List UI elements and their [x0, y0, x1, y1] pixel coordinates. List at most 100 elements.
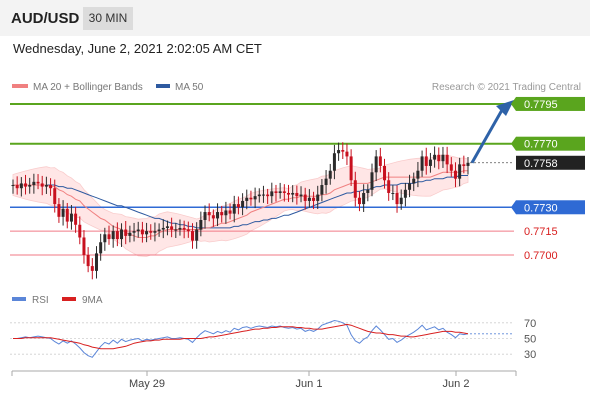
candle-body: [270, 191, 274, 197]
target-arrow: [470, 99, 514, 164]
candle-body: [257, 194, 261, 197]
moving-averages: [13, 170, 468, 238]
candle-body: [182, 227, 186, 230]
candle-body: [15, 185, 19, 189]
candle-body: [107, 234, 111, 240]
candle-body: [161, 227, 165, 230]
candle-body: [299, 194, 303, 197]
ma9-legend-label: 9MA: [82, 295, 103, 306]
candle-body: [391, 192, 395, 194]
candle-body: [366, 189, 370, 193]
candle-body: [241, 200, 245, 208]
level-label-support: 0.7700: [524, 250, 558, 262]
candle-body: [428, 159, 432, 166]
candle-body: [36, 181, 40, 184]
current-price-label: 0.7758: [524, 158, 558, 170]
candle-body: [357, 197, 361, 205]
instrument-title: AUD/USD: [11, 10, 80, 27]
candle-body: [424, 156, 428, 166]
candle-body: [99, 242, 103, 254]
level-tag-pivot: [516, 200, 585, 215]
candle-body: [312, 197, 316, 201]
ma20-legend-label: MA 20 + Bollinger Bands: [33, 82, 143, 93]
candle-body: [199, 220, 203, 230]
candle-body: [115, 231, 119, 240]
candle-body: [441, 154, 445, 162]
candle-body: [170, 226, 174, 230]
candle-body: [320, 185, 324, 195]
candle-body: [28, 185, 32, 187]
candle-body: [128, 232, 132, 236]
candle-body: [120, 229, 124, 240]
timestamp: Wednesday, June 2, 2021 2:02:05 AM CET: [13, 41, 262, 56]
candle-body: [412, 178, 416, 184]
candle-body: [78, 224, 82, 238]
candle-body: [178, 227, 182, 230]
x-axis: May 29 Jun 1 Jun 2: [11, 370, 517, 390]
candle-body: [278, 191, 282, 193]
candle-body: [136, 229, 140, 232]
candle-body: [94, 253, 98, 271]
x-axis-tick-label: Jun 1: [296, 378, 323, 390]
level-label-resistance: 0.7770: [524, 139, 558, 151]
candle-body: [195, 229, 199, 241]
candle-body: [437, 154, 441, 162]
candle-body: [124, 229, 128, 236]
candle-body: [245, 197, 249, 201]
candle-body: [295, 192, 299, 197]
candle-body: [90, 266, 94, 271]
timeframe-badge[interactable]: 30 MIN: [83, 7, 133, 30]
ma50-line: [13, 175, 468, 229]
candle-body: [337, 150, 341, 154]
candle-body: [216, 212, 220, 219]
candle-body: [266, 194, 270, 197]
candle-body: [316, 194, 320, 201]
bollinger-band: [12, 154, 469, 257]
candle-body: [291, 192, 295, 195]
candle-body: [203, 212, 207, 220]
candle-body: [345, 151, 349, 157]
candle-body: [466, 162, 470, 166]
candle-body: [49, 185, 53, 189]
candle-body: [395, 192, 399, 205]
ma50-legend-label: MA 50: [175, 82, 204, 93]
candle-body: [228, 210, 232, 214]
candle-body: [383, 165, 387, 181]
candle-body: [370, 172, 374, 190]
candle-body: [341, 150, 345, 152]
level-tag-resistance: [516, 136, 585, 151]
rsi-panel: 70 50 30: [10, 318, 536, 361]
candle-body: [53, 188, 57, 205]
candle-body: [19, 183, 23, 189]
level-tag-resistance: [516, 96, 585, 111]
candle-body: [207, 212, 211, 216]
rsi-tick-label: 30: [524, 349, 536, 361]
candle-body: [287, 192, 291, 195]
candle-body: [186, 229, 190, 232]
candle-body: [282, 191, 286, 193]
candle-body: [449, 164, 453, 171]
candle-body: [387, 180, 391, 193]
candle-body: [328, 170, 332, 179]
candle-body: [374, 156, 378, 173]
candle-body: [332, 153, 336, 171]
candle-body: [153, 231, 157, 233]
ma9-line: [13, 323, 469, 350]
ma20-legend-swatch: [12, 84, 28, 88]
level-tag-pointer: [511, 136, 516, 151]
candle-body: [453, 170, 457, 179]
candle-body: [11, 185, 15, 187]
candle-body: [103, 234, 107, 243]
target-arrow-head: [496, 99, 514, 116]
candle-body: [307, 197, 311, 201]
x-axis-tick-label: Jun 2: [443, 378, 470, 390]
candle-body: [378, 156, 382, 166]
candle-body: [61, 208, 65, 217]
candle-body: [24, 183, 28, 187]
candle-body: [249, 197, 253, 200]
candle-body: [40, 183, 44, 187]
ma20-line: [13, 170, 468, 238]
rsi-line: [13, 319, 469, 358]
candle-body: [253, 196, 257, 200]
